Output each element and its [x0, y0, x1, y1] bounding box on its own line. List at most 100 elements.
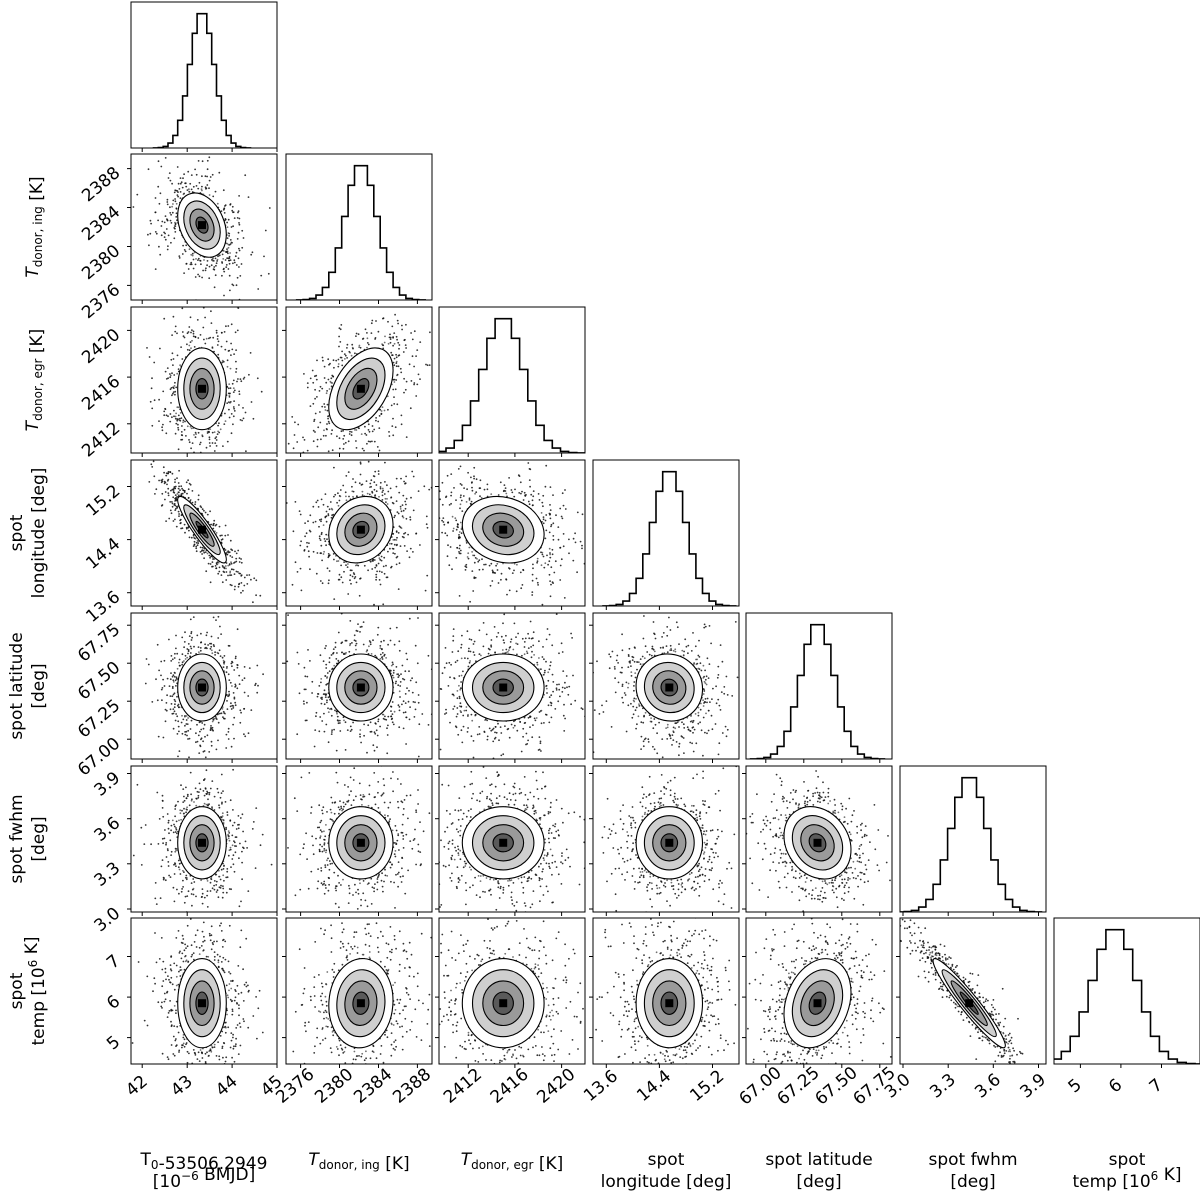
y-tick-label: 6	[103, 992, 124, 1014]
histogram-tdonor_ing	[295, 164, 426, 300]
y-tick-label: 7	[103, 951, 124, 973]
density-peak	[499, 525, 508, 534]
panel-frame	[285, 153, 433, 301]
y-axis-label-spot_temp: spot	[7, 972, 27, 1009]
x-tick-label: 5	[1065, 1075, 1086, 1097]
y-axis-label-spot_lon: longitude [deg]	[29, 468, 49, 599]
histogram-t0	[152, 12, 252, 148]
x-tick-label: 14.4	[633, 1066, 675, 1106]
y-axis-label-spot_temp: temp [106 K]	[22, 937, 49, 1046]
panel-frame	[438, 917, 586, 1065]
x-tick-label: 2412	[440, 1065, 486, 1108]
panel-frame	[745, 917, 893, 1065]
panel-frame	[130, 459, 278, 607]
panel-spot_lon-vs-spot_lon	[592, 459, 740, 610]
x-axis-label-spot_lon: spot	[648, 1150, 685, 1170]
x-tick-label: 44	[212, 1072, 241, 1101]
x-tick-label: 3.9	[1016, 1070, 1050, 1103]
density-peak	[665, 999, 674, 1008]
x-tick-label: 6	[1105, 1075, 1126, 1097]
panel-t0-vs-t0	[130, 1, 278, 152]
density-peak	[356, 683, 365, 692]
panel-frame	[745, 765, 893, 913]
y-axis-label-tdonor_ing: Tdonor, ing [K]	[23, 176, 47, 277]
density-peak	[356, 384, 365, 393]
y-tick-label: 67.75	[74, 620, 124, 667]
x-axis-label-spot_fwhm: [deg]	[950, 1172, 995, 1192]
y-tick-label: 67.50	[74, 658, 124, 705]
panel-spot_fwhm-vs-spot_lon	[589, 765, 740, 916]
x-tick-label: 3.6	[971, 1070, 1005, 1103]
panel-frame	[130, 917, 278, 1065]
x-tick-label: 15.2	[686, 1066, 728, 1106]
panel-frame	[130, 153, 278, 301]
y-axis-label-spot_lon: spot	[7, 514, 27, 551]
panel-spot_fwhm-vs-tdonor_egr	[435, 765, 586, 916]
x-axis-label-tdonor_egr: Tdonor, egr [K]	[461, 1150, 564, 1174]
x-axis-label-spot_lat: spot latitude	[765, 1150, 872, 1170]
y-tick-label: 67.00	[74, 734, 124, 781]
x-tick-label: 7	[1146, 1075, 1167, 1097]
density-peak	[499, 838, 508, 847]
histogram-spot_lon	[602, 470, 737, 606]
panel-frame	[285, 459, 433, 607]
x-tick-label: 42	[122, 1072, 151, 1101]
panel-frame	[438, 459, 586, 607]
panel-tdonor_egr-vs-tdonor_ing	[282, 306, 433, 457]
y-tick-label: 2384	[78, 202, 124, 245]
density-peak	[198, 683, 206, 692]
panel-spot_lat-vs-spot_lon	[589, 612, 740, 763]
panel-frame	[130, 306, 278, 454]
panel-tdonor_egr-vs-tdonor_egr	[438, 306, 586, 457]
density-peak	[665, 683, 674, 692]
panel-frame	[592, 917, 740, 1065]
x-tick-label: 2384	[350, 1065, 396, 1108]
y-tick-label: 3.3	[91, 858, 125, 891]
panel-frame	[592, 612, 740, 760]
x-axis-label-spot_lon: longitude [deg]	[601, 1172, 732, 1192]
panel-spot_temp-vs-tdonor_egr: 2412 2416 2420	[435, 917, 586, 1108]
panel-frame	[285, 306, 433, 454]
x-tick-label: 2380	[311, 1065, 357, 1108]
y-tick-label: 2376	[78, 280, 124, 323]
histogram-spot_lat	[749, 623, 886, 759]
y-tick-label: 3.6	[91, 813, 125, 846]
density-peak	[813, 838, 822, 847]
panel-frame	[130, 765, 278, 913]
panel-spot_fwhm-vs-tdonor_ing	[282, 765, 433, 916]
histogram-spot_temp	[1054, 928, 1200, 1064]
y-tick-label: 13.6	[82, 587, 124, 627]
panel-spot_fwhm-vs-spot_fwhm	[899, 765, 1047, 916]
x-tick-label: 2376	[272, 1065, 318, 1108]
panel-frame	[899, 917, 1047, 1065]
x-axis-label-spot_fwhm: spot fwhm	[928, 1150, 1017, 1170]
density-peak	[665, 838, 674, 847]
panel-frame	[438, 306, 586, 454]
density-peak	[356, 525, 365, 534]
density-peak	[965, 999, 974, 1008]
panel-spot_lon-vs-t0: 13.6 14.4 15.2	[82, 459, 278, 627]
y-tick-label: 2416	[78, 372, 124, 415]
panel-frame	[438, 612, 586, 760]
x-tick-label: 43	[167, 1072, 196, 1101]
density-peak	[198, 384, 206, 393]
y-axis-label-tdonor_egr: Tdonor, egr [K]	[23, 329, 47, 432]
y-tick-label: 15.2	[82, 481, 124, 521]
y-axis-label-spot_fwhm: [deg]	[29, 816, 49, 861]
panel-frame	[285, 612, 433, 760]
density-peak	[198, 525, 206, 534]
panel-spot_lat-vs-tdonor_ing	[282, 612, 433, 763]
x-tick-label: 67.00	[736, 1063, 786, 1110]
density-peak	[813, 999, 822, 1008]
x-tick-label: 13.6	[580, 1066, 622, 1106]
y-tick-label: 5	[103, 1032, 124, 1054]
panel-spot_lat-vs-tdonor_egr	[435, 612, 586, 763]
y-tick-label: 2420	[78, 325, 124, 368]
x-axis-label-spot_temp: spot	[1109, 1150, 1146, 1170]
x-tick-label: 67.50	[812, 1063, 862, 1110]
x-axis-label-t0: T0-53506.2949	[140, 1150, 268, 1174]
density-peak	[198, 221, 206, 230]
